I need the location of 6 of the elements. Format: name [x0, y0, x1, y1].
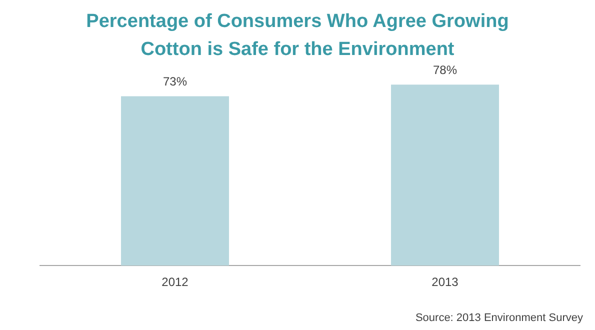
- source-note: Source: 2013 Environment Survey: [415, 312, 583, 324]
- x-tick-label: 2012: [162, 275, 189, 290]
- x-tick-label: 2013: [432, 275, 459, 290]
- data-label: 78%: [432, 62, 458, 77]
- chart-title: Percentage of Consumers Who Agree Growing Cotton is Safe for the Environment: [85, 10, 510, 62]
- data-label: 73%: [162, 74, 188, 89]
